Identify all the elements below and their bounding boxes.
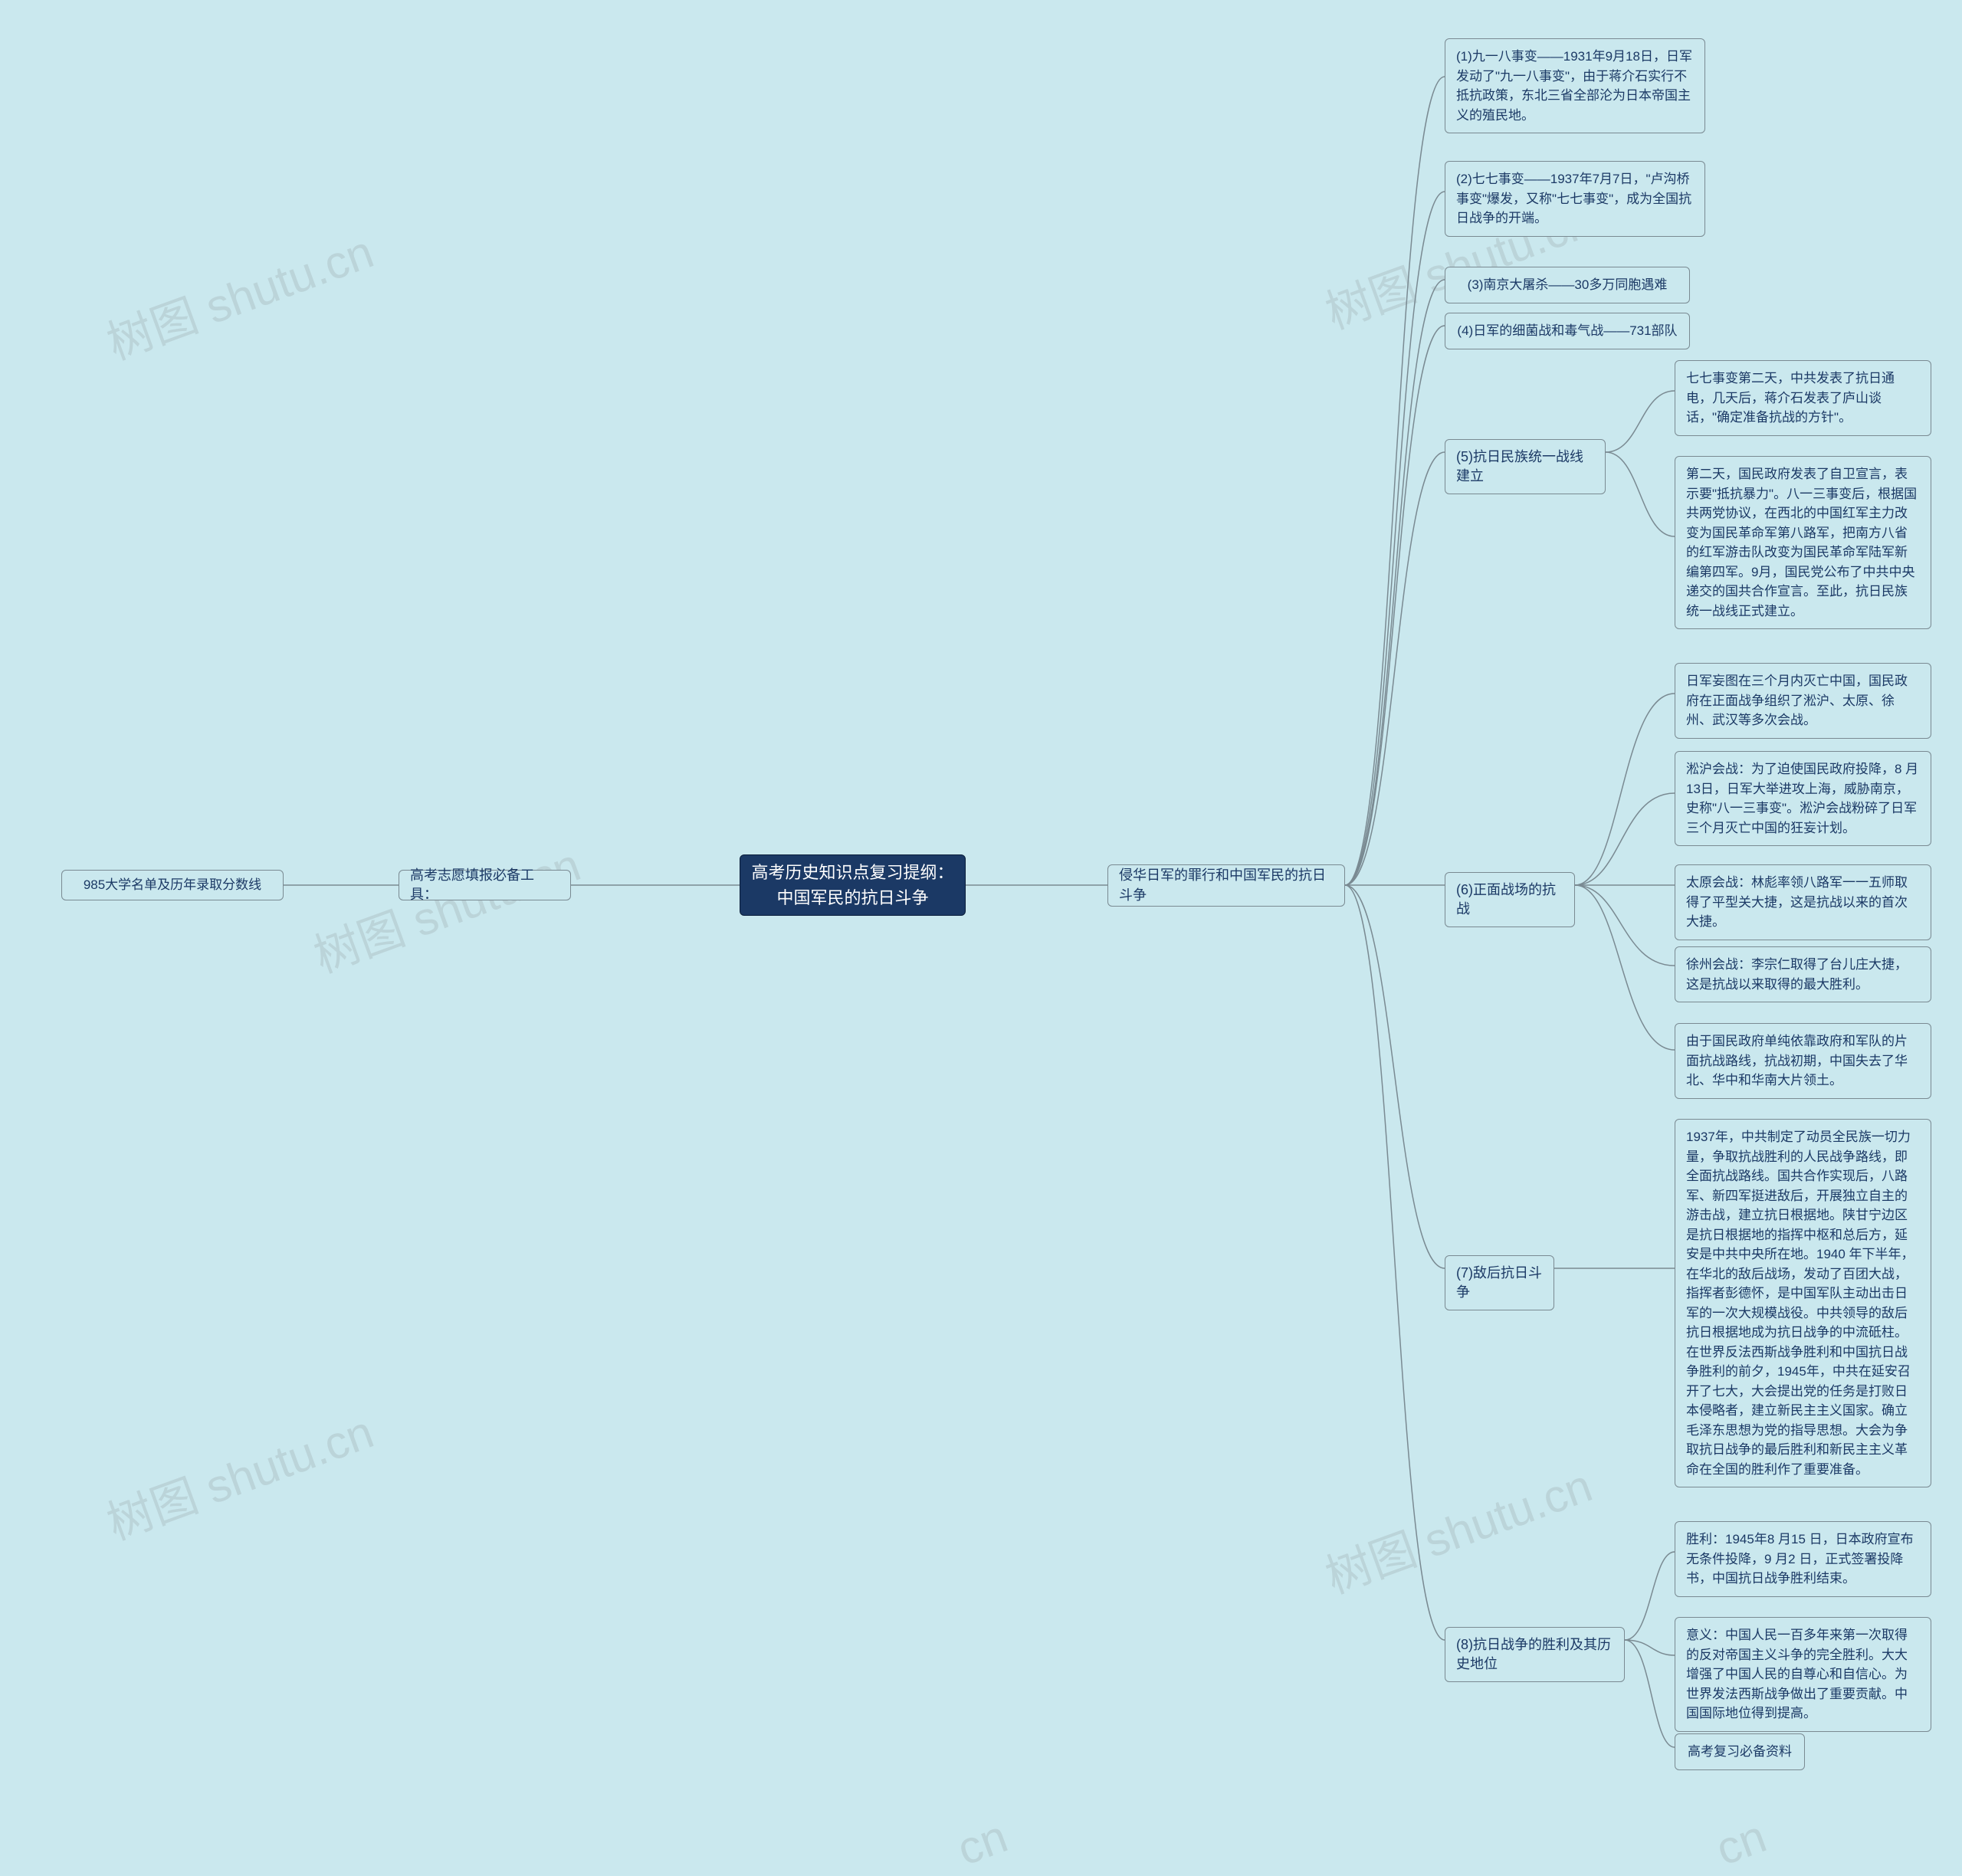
item5-sub1-text: 七七事变第二天，中共发表了抗日通电，几天后，蒋介石发表了庐山谈话，"确定准备抗战… — [1686, 369, 1920, 428]
watermark: cn — [950, 1809, 1014, 1876]
item8-sub2[interactable]: 意义：中国人民一百多年来第一次取得的反对帝国主义斗争的完全胜利。大大增强了中国人… — [1675, 1617, 1931, 1732]
item7-text: 1937年，中共制定了动员全民族一切力量，争取抗战胜利的人民战争路线，即全面抗战… — [1686, 1127, 1920, 1479]
item4-731[interactable]: (4)日军的细菌战和毒气战——731部队 — [1445, 313, 1690, 349]
item6-sub4[interactable]: 徐州会战：李宗仁取得了台儿庄大捷，这是抗战以来取得的最大胜利。 — [1675, 946, 1931, 1002]
item5-sub2-text: 第二天，国民政府发表了自卫宣言，表示要"抵抗暴力"。八一三事变后，根据国共两党协… — [1686, 464, 1920, 621]
item8-sub3[interactable]: 高考复习必备资料 — [1675, 1733, 1805, 1770]
item7-text-node[interactable]: 1937年，中共制定了动员全民族一切力量，争取抗战胜利的人民战争路线，即全面抗战… — [1675, 1119, 1931, 1487]
watermark: 树图 shutu.cn — [97, 215, 381, 372]
right-branch-label: 侵华日军的罪行和中国军民的抗日斗争 — [1119, 866, 1334, 904]
left-branch-label: 高考志愿填报必备工具： — [410, 866, 559, 904]
item6-label: (6)正面战场的抗战 — [1456, 881, 1563, 919]
item1-918[interactable]: (1)九一八事变——1931年9月18日，日军发动了"九一八事变"，由于蒋介石实… — [1445, 38, 1705, 133]
root-text: 高考历史知识点复习提纲：中国军民的抗日斗争 — [751, 860, 954, 910]
item6-sub5[interactable]: 由于国民政府单纯依靠政府和军队的片面抗战路线，抗战初期，中国失去了华北、华中和华… — [1675, 1023, 1931, 1099]
right-branch-main[interactable]: 侵华日军的罪行和中国军民的抗日斗争 — [1107, 864, 1345, 907]
watermark: 树图 shutu.cn — [303, 828, 588, 986]
item3-nanjing[interactable]: (3)南京大屠杀——30多万同胞遇难 — [1445, 267, 1690, 303]
item6-sub3-text: 太原会战：林彪率领八路军一一五师取得了平型关大捷，这是抗战以来的首次大捷。 — [1686, 873, 1920, 932]
item8-sub1-text: 胜利：1945年8 月15 日，日本政府宣布无条件投降，9 月2 日，正式签署投… — [1686, 1530, 1920, 1589]
item6-sub5-text: 由于国民政府单纯依靠政府和军队的片面抗战路线，抗战初期，中国失去了华北、华中和华… — [1686, 1031, 1920, 1091]
item6-front-battle[interactable]: (6)正面战场的抗战 — [1445, 872, 1575, 927]
item5-label: (5)抗日民族统一战线建立 — [1456, 448, 1594, 486]
item4-text: (4)日军的细菌战和毒气战——731部队 — [1457, 321, 1677, 341]
item5-united-front[interactable]: (5)抗日民族统一战线建立 — [1445, 439, 1606, 494]
item3-text: (3)南京大屠杀——30多万同胞遇难 — [1468, 275, 1668, 295]
item7-rear-battle[interactable]: (7)敌后抗日斗争 — [1445, 1255, 1554, 1310]
left-leaf-label: 985大学名单及历年录取分数线 — [84, 875, 261, 895]
item7-label: (7)敌后抗日斗争 — [1456, 1264, 1543, 1302]
item6-sub3[interactable]: 太原会战：林彪率领八路军一一五师取得了平型关大捷，这是抗战以来的首次大捷。 — [1675, 864, 1931, 940]
item2-text: (2)七七事变——1937年7月7日，"卢沟桥事变"爆发，又称"七七事变"，成为… — [1456, 169, 1694, 228]
left-leaf-985[interactable]: 985大学名单及历年录取分数线 — [61, 870, 284, 900]
item6-sub4-text: 徐州会战：李宗仁取得了台儿庄大捷，这是抗战以来取得的最大胜利。 — [1686, 955, 1920, 994]
item6-sub2-text: 淞沪会战：为了迫使国民政府投降，8 月13日，日军大举进攻上海，威胁南京，史称"… — [1686, 759, 1920, 838]
item2-77[interactable]: (2)七七事变——1937年7月7日，"卢沟桥事变"爆发，又称"七七事变"，成为… — [1445, 161, 1705, 237]
item5-sub1[interactable]: 七七事变第二天，中共发表了抗日通电，几天后，蒋介石发表了庐山谈话，"确定准备抗战… — [1675, 360, 1931, 436]
watermark: cn — [1709, 1809, 1773, 1876]
item1-text: (1)九一八事变——1931年9月18日，日军发动了"九一八事变"，由于蒋介石实… — [1456, 47, 1694, 125]
watermark: 树图 shutu.cn — [1315, 1448, 1599, 1606]
watermark: 树图 shutu.cn — [97, 1395, 381, 1553]
root-node[interactable]: 高考历史知识点复习提纲：中国军民的抗日斗争 — [740, 854, 966, 916]
item8-label: (8)抗日战争的胜利及其历史地位 — [1456, 1635, 1613, 1674]
item5-sub2[interactable]: 第二天，国民政府发表了自卫宣言，表示要"抵抗暴力"。八一三事变后，根据国共两党协… — [1675, 456, 1931, 629]
left-branch-tool[interactable]: 高考志愿填报必备工具： — [399, 870, 571, 900]
item6-sub1-text: 日军妄图在三个月内灭亡中国，国民政府在正面战争组织了淞沪、太原、徐州、武汉等多次… — [1686, 671, 1920, 730]
item8-victory[interactable]: (8)抗日战争的胜利及其历史地位 — [1445, 1627, 1625, 1682]
item6-sub1[interactable]: 日军妄图在三个月内灭亡中国，国民政府在正面战争组织了淞沪、太原、徐州、武汉等多次… — [1675, 663, 1931, 739]
item8-sub3-text: 高考复习必备资料 — [1688, 1742, 1792, 1762]
item6-sub2[interactable]: 淞沪会战：为了迫使国民政府投降，8 月13日，日军大举进攻上海，威胁南京，史称"… — [1675, 751, 1931, 846]
item8-sub2-text: 意义：中国人民一百多年来第一次取得的反对帝国主义斗争的完全胜利。大大增强了中国人… — [1686, 1625, 1920, 1723]
item8-sub1[interactable]: 胜利：1945年8 月15 日，日本政府宣布无条件投降，9 月2 日，正式签署投… — [1675, 1521, 1931, 1597]
